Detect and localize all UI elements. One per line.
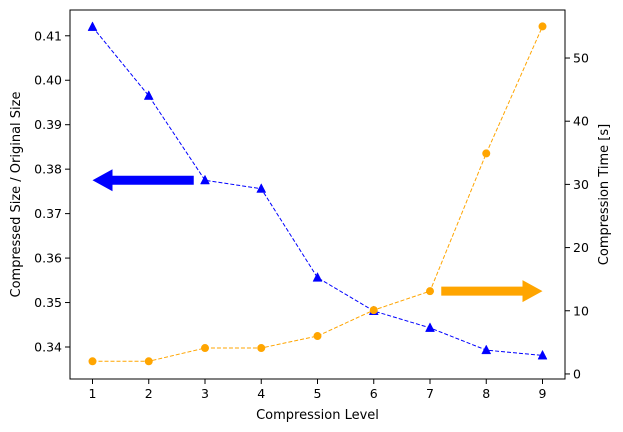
left-y-axis-label: Compressed Size / Original Size [9, 92, 24, 298]
left-y-axis-ticks: 0.34 0.35 0.36 0.37 0.38 0.39 0.40 0.41 [34, 28, 70, 354]
circle-marker [201, 344, 209, 353]
time-series [88, 22, 547, 366]
right-y-tick-label: 30 [573, 177, 589, 192]
x-tick-label: 4 [257, 386, 265, 401]
size-ratio-series [87, 21, 548, 360]
x-tick-label: 9 [539, 386, 547, 401]
left-y-tick-label: 0.37 [34, 206, 62, 221]
x-tick-label: 8 [482, 386, 490, 401]
triangle-marker [425, 322, 435, 332]
plot-frame [69, 9, 566, 380]
right-y-tick-label: 10 [573, 303, 589, 318]
circle-marker [257, 344, 266, 353]
series-layer [87, 21, 548, 366]
size-ratio-series-line [92, 26, 543, 356]
time-series-line [92, 26, 543, 362]
triangle-marker [312, 272, 323, 282]
circle-marker [426, 287, 434, 296]
left-y-tick-label: 0.40 [34, 73, 62, 88]
left-y-tick-label: 0.36 [34, 251, 62, 266]
x-tick-label: 6 [370, 386, 378, 401]
left-y-tick-label: 0.39 [34, 117, 62, 132]
triangle-marker [481, 344, 492, 355]
annotation-layer [92, 169, 543, 303]
left-y-tick-label: 0.35 [34, 295, 62, 310]
circle-marker [313, 332, 322, 341]
left-y-tick-label: 0.38 [34, 162, 62, 177]
x-axis-ticks: 1 2 3 4 5 6 7 8 9 [89, 379, 547, 401]
left-arrow-icon [92, 169, 194, 192]
circle-marker [88, 357, 97, 366]
x-tick-label: 2 [145, 386, 153, 401]
right-y-tick-label: 50 [573, 51, 589, 66]
left-y-tick-label: 0.34 [34, 339, 62, 354]
x-axis-label: Compression Level [256, 408, 379, 423]
triangle-marker [256, 183, 267, 193]
x-tick-label: 7 [426, 386, 434, 401]
right-y-tick-label: 20 [573, 240, 589, 255]
circle-marker [369, 306, 378, 315]
triangle-marker [537, 349, 548, 360]
x-tick-label: 5 [314, 386, 322, 401]
right-y-tick-label: 0 [573, 366, 581, 381]
right-y-axis-label: Compression Time [s] [597, 124, 612, 265]
x-tick-label: 1 [89, 386, 97, 401]
left-y-tick-label: 0.41 [34, 28, 62, 43]
right-arrow-icon [441, 280, 543, 303]
circle-marker [144, 357, 153, 366]
triangle-marker [87, 21, 98, 31]
triangle-marker [143, 90, 154, 100]
right-y-axis-ticks: 0 10 20 30 40 50 [565, 51, 589, 381]
triangle-marker [200, 174, 210, 185]
right-y-tick-label: 40 [573, 114, 589, 129]
circle-marker [482, 149, 491, 158]
circle-marker [538, 22, 547, 31]
plot-area [70, 10, 565, 379]
x-tick-label: 3 [201, 386, 209, 401]
